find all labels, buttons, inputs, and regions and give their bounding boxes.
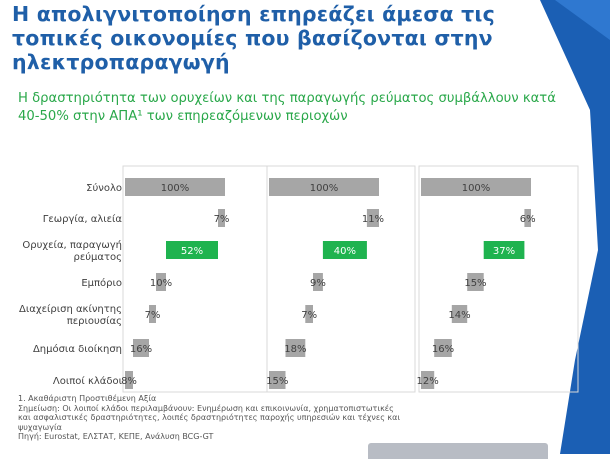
data-label: 100% bbox=[462, 183, 491, 194]
panel-frame-3 bbox=[418, 165, 579, 393]
category-label: Σύνολο bbox=[86, 182, 122, 194]
decorative-tab bbox=[368, 443, 548, 459]
footnote-line: ψυχαγωγία bbox=[18, 422, 62, 432]
footnotes: 1. Ακαθάριστη Προστιθέμενη Αξία Σημείωση… bbox=[18, 394, 498, 442]
data-label: 9% bbox=[310, 278, 326, 289]
page-title: Η απολιγνιτοποίηση επηρεάζει άμεσα τις τ… bbox=[12, 2, 495, 74]
bar bbox=[269, 371, 286, 389]
data-label: 6% bbox=[520, 214, 536, 225]
footnote-line: 1. Ακαθάριστη Προστιθέμενη Αξία bbox=[18, 394, 157, 403]
category-label: Λοιποί κλάδοι bbox=[53, 375, 123, 387]
bar bbox=[149, 305, 156, 323]
data-label: 11% bbox=[362, 214, 384, 225]
data-label: 52% bbox=[181, 246, 203, 257]
data-label: 16% bbox=[130, 344, 152, 355]
data-label: 7% bbox=[145, 310, 161, 321]
footnote-line: και ασφαλιστικές δραστηριότητες, λοιπές … bbox=[18, 413, 401, 423]
bar bbox=[218, 209, 225, 227]
waterfall-chart: Σύνολο Γεωργία, αλιεία Ορυχεία, παραγωγή ρε… bbox=[19, 165, 579, 393]
data-label: 7% bbox=[214, 214, 230, 225]
data-label: 15% bbox=[266, 376, 288, 387]
category-label: Ορυχεία, παραγωγή ρεύματος bbox=[22, 239, 122, 263]
bar bbox=[524, 209, 531, 227]
data-label: 16% bbox=[432, 344, 454, 355]
bar bbox=[451, 305, 468, 323]
footnote-line: Σημείωση: Οι λοιποί κλάδοι περιλαμβάνουν… bbox=[18, 403, 394, 413]
bar bbox=[467, 273, 484, 291]
bar bbox=[421, 178, 531, 196]
category-label: Δημόσια διοίκηση bbox=[33, 343, 122, 355]
category-label: Γεωργία, αλιεία bbox=[43, 213, 123, 225]
category-label: Διαχείριση ακίνητης περιουσίας bbox=[19, 303, 122, 327]
data-label: 12% bbox=[416, 376, 438, 387]
bar bbox=[133, 339, 149, 357]
data-label: 10% bbox=[150, 278, 172, 289]
bar bbox=[322, 241, 367, 259]
data-label: 8% bbox=[121, 376, 137, 387]
bar bbox=[305, 305, 313, 323]
data-label: 100% bbox=[161, 183, 190, 194]
page-subtitle: Η δραστηριότητα των ορυχείων και της παρ… bbox=[18, 91, 556, 124]
data-label: 15% bbox=[464, 278, 486, 289]
data-label: 7% bbox=[301, 310, 317, 321]
bar bbox=[166, 241, 218, 259]
bar bbox=[285, 339, 306, 357]
bar bbox=[313, 273, 323, 291]
bar bbox=[421, 371, 435, 389]
data-label: 37% bbox=[493, 246, 515, 257]
data-label: 14% bbox=[448, 310, 470, 321]
panel-frame-1 bbox=[122, 165, 268, 393]
category-label: Εμπόριο bbox=[81, 277, 122, 289]
panel-frame-2 bbox=[266, 165, 416, 393]
bar bbox=[269, 178, 379, 196]
data-label: 18% bbox=[284, 344, 306, 355]
footnote-line: Πηγή: Eurostat, ΕΛΣΤΑΤ, ΚΕΠΕ, Ανάλυση BC… bbox=[18, 432, 214, 442]
bar bbox=[434, 339, 452, 357]
data-label: 40% bbox=[334, 246, 356, 257]
data-label: 100% bbox=[310, 183, 339, 194]
bar bbox=[125, 371, 133, 389]
bar bbox=[125, 178, 225, 196]
bar bbox=[483, 241, 525, 259]
bar bbox=[156, 273, 166, 291]
bar bbox=[366, 209, 379, 227]
